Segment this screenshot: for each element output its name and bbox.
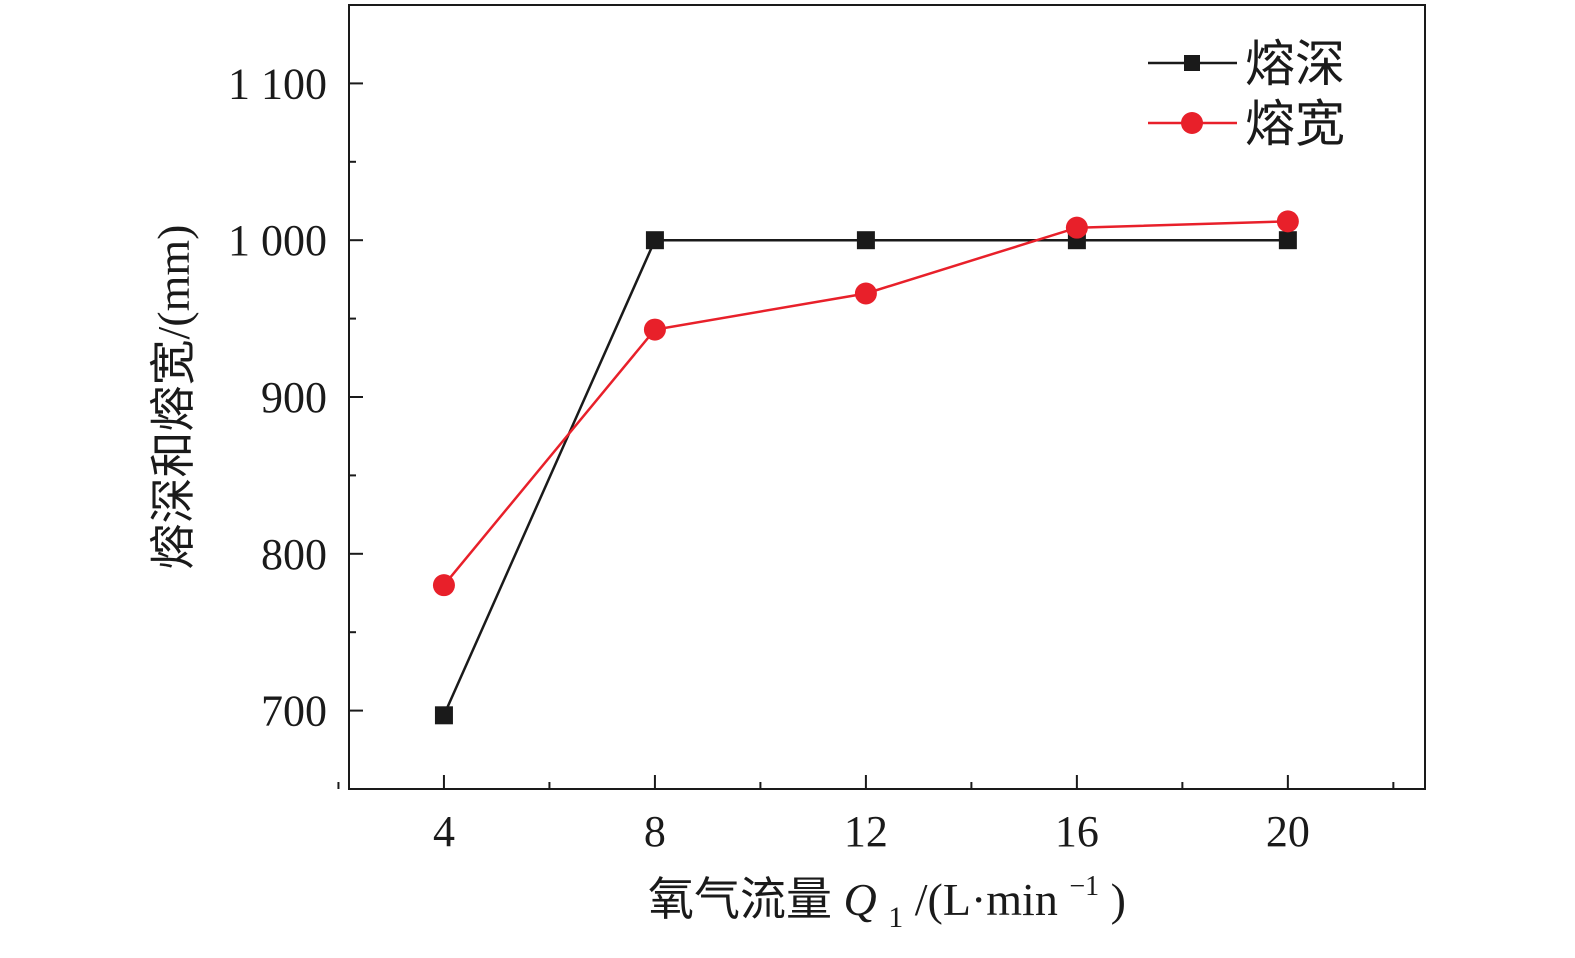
x-axis-title-main: 氧气流量 bbox=[648, 874, 844, 925]
legend-marker-1 bbox=[1181, 112, 1203, 134]
x-axis-title-symbol: Q bbox=[844, 874, 877, 925]
data-point-square bbox=[645, 231, 664, 250]
legend: 熔深 熔宽 bbox=[1148, 36, 1345, 152]
series-layer bbox=[432, 210, 1299, 725]
x-tick-label: 20 bbox=[1266, 807, 1310, 856]
x-tick-label: 12 bbox=[844, 807, 888, 856]
x-axis-title-superscript: −1 bbox=[1069, 871, 1099, 902]
y-tick-label: 700 bbox=[261, 687, 327, 736]
series-line-1 bbox=[442, 220, 1288, 586]
y-tick-label: 1 100 bbox=[228, 59, 327, 108]
data-point-circle bbox=[1065, 216, 1088, 239]
y-tick-label: 1 000 bbox=[228, 216, 327, 265]
x-axis-title: 氧气流量 Q 1 /(L·min −1 ) bbox=[648, 854, 1126, 937]
x-tick-label: 4 bbox=[433, 807, 455, 856]
legend-label-1: 熔宽 bbox=[1245, 96, 1345, 152]
data-point-circle bbox=[1276, 210, 1299, 233]
y-axis-title: 熔深和熔宽/(mm) bbox=[148, 225, 199, 570]
data-point-circle bbox=[854, 282, 877, 305]
data-point-circle bbox=[643, 318, 666, 341]
y-tick-label: 900 bbox=[261, 373, 327, 422]
y-axis: 700 800 900 1 000 1 100 bbox=[228, 59, 363, 790]
data-point-square bbox=[856, 231, 875, 250]
data-point-square bbox=[434, 706, 453, 725]
legend-marker-0 bbox=[1184, 55, 1200, 71]
x-tick-label: 16 bbox=[1055, 807, 1099, 856]
y-tick-label: 800 bbox=[261, 530, 327, 579]
x-axis: 4 8 12 16 20 bbox=[337, 775, 1395, 856]
x-axis-title-subscript: 1 bbox=[888, 901, 903, 934]
x-axis-title-unit-end: ) bbox=[1111, 874, 1126, 925]
data-point-square bbox=[1278, 231, 1297, 250]
x-tick-label: 8 bbox=[644, 807, 666, 856]
x-axis-title-unit-start: /(L·min bbox=[915, 874, 1058, 925]
data-point-circle bbox=[432, 574, 455, 597]
legend-label-0: 熔深 bbox=[1245, 36, 1345, 92]
series-line-0 bbox=[442, 238, 1288, 716]
